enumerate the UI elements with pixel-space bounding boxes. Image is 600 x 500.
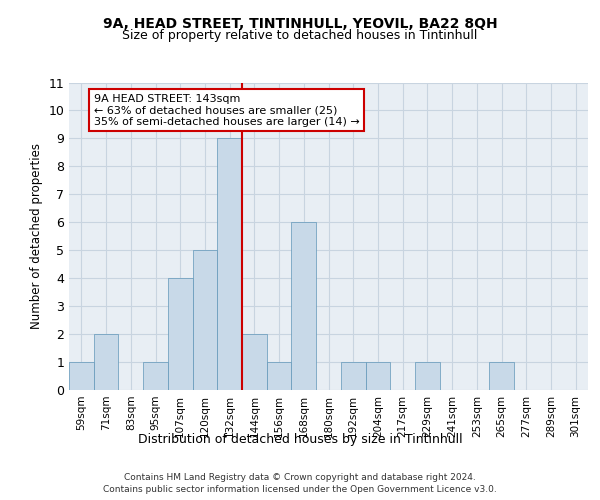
Bar	[267, 362, 292, 390]
Bar	[242, 334, 267, 390]
Text: Size of property relative to detached houses in Tintinhull: Size of property relative to detached ho…	[122, 28, 478, 42]
Text: 9A, HEAD STREET, TINTINHULL, YEOVIL, BA22 8QH: 9A, HEAD STREET, TINTINHULL, YEOVIL, BA2…	[103, 18, 497, 32]
Bar	[341, 362, 365, 390]
Bar	[217, 138, 242, 390]
Bar	[168, 278, 193, 390]
Bar	[69, 362, 94, 390]
Text: Distribution of detached houses by size in Tintinhull: Distribution of detached houses by size …	[137, 432, 463, 446]
Bar	[365, 362, 390, 390]
Bar	[489, 362, 514, 390]
Y-axis label: Number of detached properties: Number of detached properties	[30, 143, 43, 329]
Bar	[143, 362, 168, 390]
Bar	[94, 334, 118, 390]
Text: Contains public sector information licensed under the Open Government Licence v3: Contains public sector information licen…	[103, 485, 497, 494]
Bar	[292, 222, 316, 390]
Text: Contains HM Land Registry data © Crown copyright and database right 2024.: Contains HM Land Registry data © Crown c…	[124, 472, 476, 482]
Bar	[415, 362, 440, 390]
Bar	[193, 250, 217, 390]
Text: 9A HEAD STREET: 143sqm
← 63% of detached houses are smaller (25)
35% of semi-det: 9A HEAD STREET: 143sqm ← 63% of detached…	[94, 94, 359, 127]
